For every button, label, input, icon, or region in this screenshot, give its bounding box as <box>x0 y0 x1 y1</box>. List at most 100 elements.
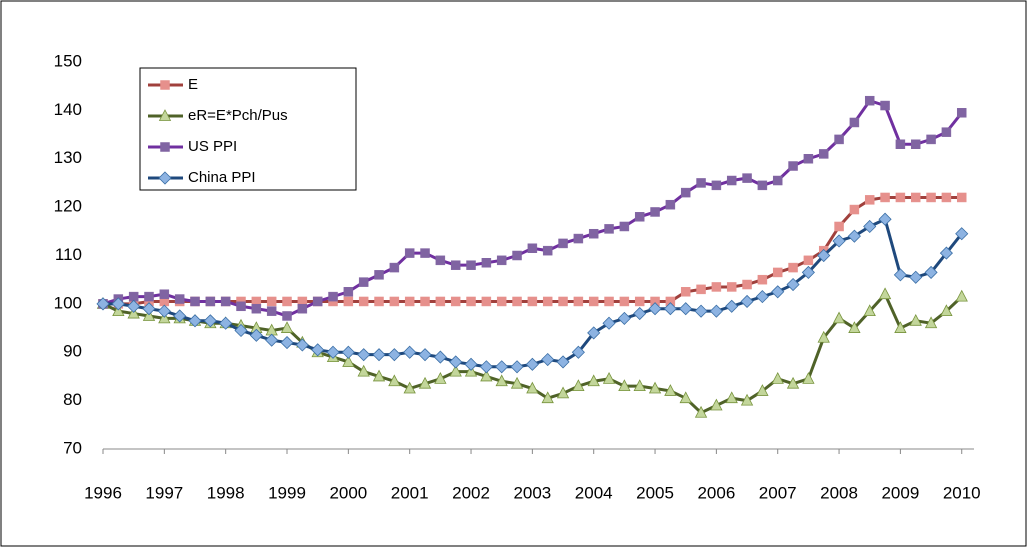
marker <box>280 336 294 350</box>
marker <box>341 345 355 359</box>
y-tick-label: 80 <box>63 390 82 409</box>
marker <box>788 161 798 171</box>
y-tick-label: 110 <box>55 245 82 264</box>
marker <box>526 381 539 394</box>
marker <box>788 262 798 273</box>
marker <box>604 224 614 234</box>
marker <box>909 270 923 284</box>
marker <box>297 303 308 314</box>
marker <box>679 302 693 316</box>
marker <box>479 360 493 374</box>
marker <box>740 294 754 309</box>
marker <box>542 296 553 307</box>
marker <box>894 321 907 333</box>
legend-label: China PPI <box>188 169 256 186</box>
marker <box>556 355 570 369</box>
marker <box>495 374 508 387</box>
marker <box>602 316 616 330</box>
marker <box>771 285 785 299</box>
marker <box>542 245 553 256</box>
legend: EeR=E*Pch/Pus US PPI China PPI <box>139 67 357 191</box>
marker <box>510 376 524 389</box>
marker <box>588 296 599 307</box>
x-tick-label: 2004 <box>575 483 613 502</box>
marker <box>96 297 110 311</box>
x-tick-label: 1996 <box>84 483 122 502</box>
marker <box>955 289 968 302</box>
marker <box>266 296 277 307</box>
marker <box>587 374 600 387</box>
legend-box <box>139 67 357 191</box>
marker <box>710 398 723 411</box>
marker <box>525 357 539 371</box>
marker <box>372 348 386 362</box>
marker <box>924 265 938 279</box>
marker <box>725 391 738 404</box>
x-tick-label: 2006 <box>697 483 735 502</box>
marker <box>556 386 570 399</box>
marker <box>771 371 784 384</box>
marker <box>541 391 554 404</box>
marker <box>786 376 800 389</box>
marker <box>404 296 415 307</box>
marker <box>910 192 921 203</box>
marker <box>757 180 768 191</box>
legend-label: E <box>188 76 198 93</box>
marker <box>190 296 200 307</box>
marker <box>374 270 384 280</box>
marker <box>587 326 601 340</box>
marker <box>864 95 875 106</box>
marker <box>803 255 814 266</box>
legend-marker <box>160 142 170 152</box>
marker <box>572 379 585 392</box>
marker <box>832 234 846 248</box>
marker <box>111 297 125 311</box>
marker <box>818 149 829 159</box>
marker <box>203 314 217 328</box>
y-tick-label: 70 <box>63 438 82 457</box>
marker <box>802 371 815 384</box>
y-tick-label: 130 <box>54 148 82 167</box>
marker <box>880 192 890 203</box>
marker <box>864 195 875 205</box>
marker <box>234 323 248 338</box>
marker <box>772 267 783 278</box>
x-tick-label: 1998 <box>207 483 245 502</box>
marker <box>220 296 231 307</box>
marker <box>772 175 783 186</box>
marker <box>372 369 386 382</box>
marker <box>665 199 676 210</box>
marker <box>619 221 630 232</box>
marker <box>527 243 538 253</box>
marker <box>817 248 831 263</box>
marker <box>388 374 401 387</box>
marker <box>420 248 430 258</box>
x-tick-label: 1999 <box>268 483 306 502</box>
marker <box>726 282 737 292</box>
x-tick-label: 2009 <box>881 483 919 502</box>
marker <box>480 369 493 382</box>
marker <box>389 262 400 273</box>
marker <box>495 360 509 374</box>
marker <box>573 233 584 244</box>
marker <box>450 296 461 307</box>
marker <box>755 290 769 304</box>
marker <box>343 287 354 297</box>
marker <box>663 302 677 316</box>
marker <box>834 221 844 232</box>
marker <box>358 296 369 307</box>
marker <box>311 343 325 357</box>
marker <box>648 381 662 394</box>
marker <box>219 316 233 330</box>
marker <box>757 274 768 285</box>
marker <box>450 260 461 270</box>
marker <box>711 282 722 292</box>
marker <box>801 265 815 279</box>
marker <box>280 321 294 333</box>
marker <box>142 302 156 316</box>
marker <box>435 255 446 266</box>
marker <box>786 277 800 292</box>
marker <box>282 311 292 321</box>
marker <box>634 296 645 307</box>
